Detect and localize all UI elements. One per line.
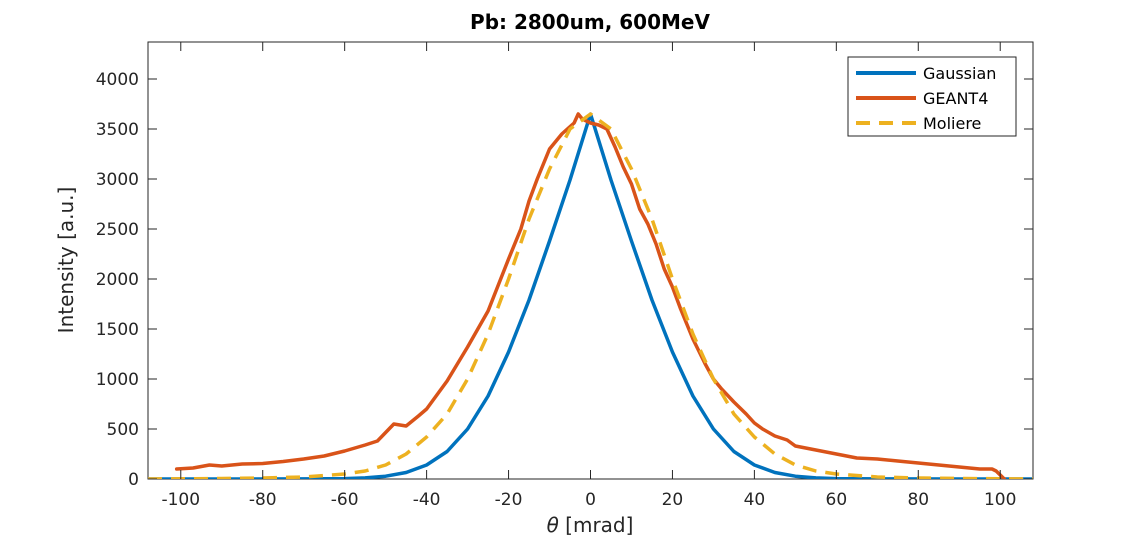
y-tick-label: 2000 — [96, 270, 139, 290]
y-tick-label: 1000 — [96, 370, 139, 390]
x-tick-label: 0 — [585, 490, 596, 510]
chart-title: Pb: 2800um, 600MeV — [470, 10, 710, 34]
series-layer — [148, 112, 1033, 479]
y-tick-label: 3000 — [96, 170, 139, 190]
y-tick-label: 4000 — [96, 70, 139, 90]
y-tick-label: 2500 — [96, 220, 139, 240]
x-tick-label: 40 — [744, 490, 766, 510]
legend-items: Gaussian GEANT4 Moliere — [856, 64, 996, 133]
series-line-geant4 — [174, 112, 1007, 479]
x-axis-label: θ [mrad] — [547, 513, 634, 537]
x-tick-label: 80 — [907, 490, 929, 510]
x-tick-label: -20 — [495, 490, 523, 510]
y-tick-label: 0 — [128, 470, 139, 490]
legend: Gaussian GEANT4 Moliere — [847, 56, 1017, 137]
y-tick-label: 500 — [107, 420, 139, 440]
legend-label-geant4: GEANT4 — [923, 89, 988, 108]
y-axis-label: Intensity [a.u.] — [54, 187, 78, 334]
x-axis-unit: [mrad] — [559, 513, 634, 537]
legend-label-moliere: Moliere — [923, 114, 981, 133]
y-tick-label: 3500 — [96, 120, 139, 140]
x-tick-label: 60 — [826, 490, 848, 510]
x-axis-symbol: θ — [547, 513, 559, 537]
x-tick-label: 20 — [662, 490, 684, 510]
x-tick-label: -80 — [249, 490, 277, 510]
series-line-moliere — [148, 112, 1033, 479]
legend-label-gaussian: Gaussian — [923, 64, 996, 83]
y-axis: 0 500 1000 1500 2000 2500 3000 3500 4000 — [96, 70, 1033, 490]
y-tick-label: 1500 — [96, 320, 139, 340]
x-tick-label: 100 — [984, 490, 1016, 510]
x-tick-label: -60 — [331, 490, 359, 510]
x-axis: -100 -80 -60 -40 -20 0 20 40 60 80 100 — [161, 42, 1016, 510]
x-tick-label: -40 — [413, 490, 441, 510]
x-tick-label: -100 — [161, 490, 200, 510]
